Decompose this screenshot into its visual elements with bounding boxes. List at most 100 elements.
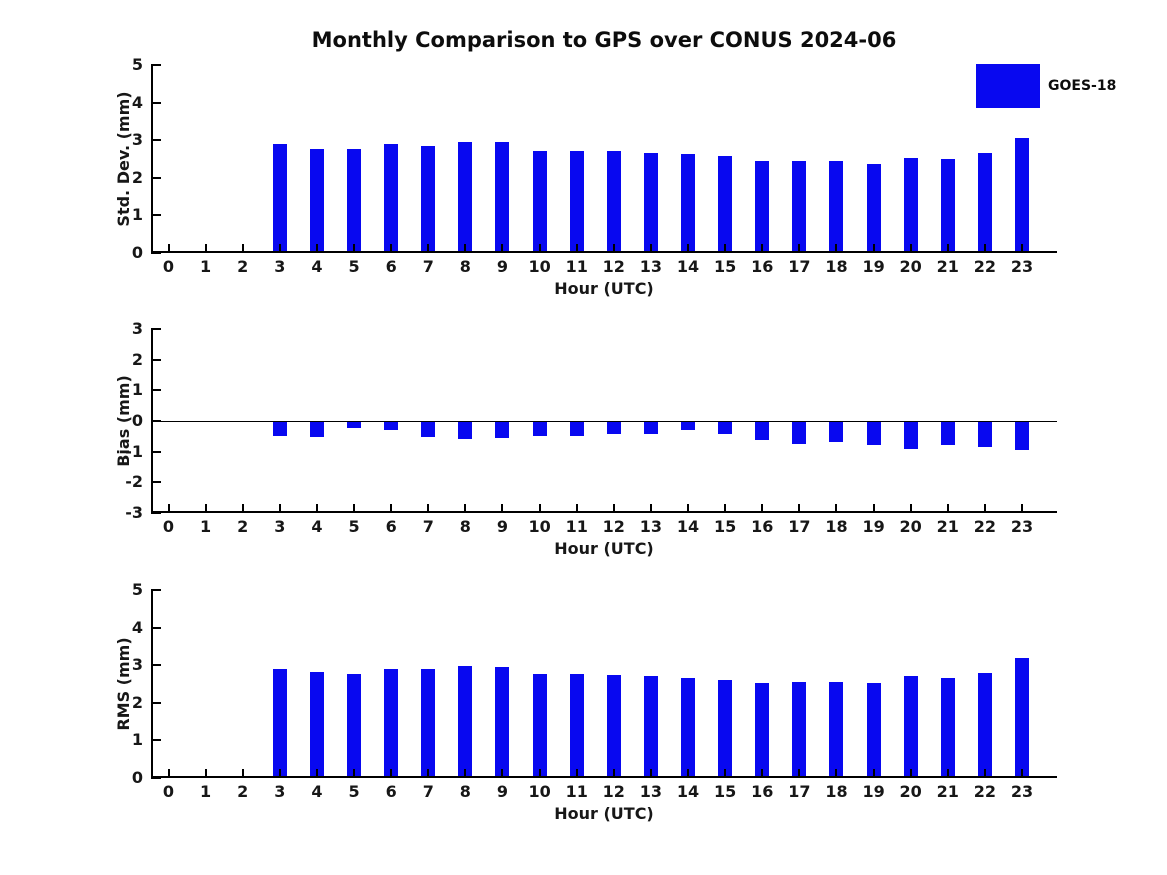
x-tick (649, 504, 652, 513)
x-tick (427, 244, 430, 253)
x-tick (390, 504, 393, 513)
y-tick-label: -1 (125, 441, 143, 461)
x-tick (649, 244, 652, 253)
x-tick-label: 9 (496, 517, 509, 536)
x-tick (167, 504, 170, 513)
bar-hour-10 (532, 421, 547, 436)
x-tick-label: 12 (602, 517, 625, 536)
x-tick (464, 244, 467, 253)
x-tick (761, 769, 764, 778)
bar-hour-19 (866, 683, 881, 778)
x-tick-label: 17 (788, 782, 811, 801)
bar-hour-8 (458, 665, 473, 778)
bar-hour-11 (569, 150, 584, 253)
y-tick-label: -2 (125, 472, 143, 492)
bar-hour-18 (829, 682, 844, 778)
x-tick-label: 22 (973, 517, 997, 536)
x-tick-label: 19 (862, 517, 885, 536)
x-tick-label: 1 (200, 257, 212, 276)
x-tick-label: 21 (936, 517, 959, 536)
y-tick (151, 777, 161, 779)
bar-hour-22 (977, 673, 992, 778)
x-tick-label: 5 (348, 257, 360, 276)
x-tick (761, 244, 764, 253)
bar-hour-18 (829, 161, 844, 253)
bar-hour-8 (458, 142, 473, 253)
y-tick (151, 512, 161, 514)
bar-hour-21 (940, 678, 955, 778)
x-tick (798, 769, 801, 778)
x-tick (835, 244, 838, 253)
x-tick-label: 17 (788, 517, 811, 536)
x-axis-label: Hour (UTC) (554, 539, 654, 558)
y-tick-label: 1 (131, 205, 143, 225)
bar-hour-17 (792, 682, 807, 778)
legend-label-goes-18: GOES-18 (1048, 78, 1117, 94)
y-axis-label: RMS (mm) (114, 637, 133, 731)
x-tick (538, 769, 541, 778)
x-tick-label: 22 (973, 782, 997, 801)
x-tick-label: 13 (639, 782, 663, 801)
x-tick (278, 504, 281, 513)
y-tick-label: 2 (131, 349, 143, 369)
x-tick-label: 9 (496, 782, 509, 801)
bar-hour-5 (347, 148, 362, 253)
x-tick-label: 19 (862, 782, 885, 801)
y-tick (151, 214, 161, 217)
x-tick-label: 22 (973, 257, 997, 276)
bar-hour-15 (718, 421, 733, 435)
bar-hour-14 (681, 421, 696, 430)
y-tick (151, 176, 161, 179)
bar-hour-4 (309, 672, 324, 778)
bar-hour-6 (384, 144, 399, 253)
y-axis-spine (151, 65, 153, 253)
bar-hour-10 (532, 150, 547, 253)
x-tick (241, 504, 244, 513)
y-tick-label: 0 (131, 411, 143, 430)
bar-hour-9 (495, 142, 510, 253)
x-tick-label: 18 (825, 257, 848, 276)
x-tick (315, 244, 318, 253)
x-tick (909, 244, 912, 253)
x-tick (353, 244, 356, 253)
bar-hour-9 (495, 666, 510, 778)
x-tick-label: 2 (237, 782, 249, 801)
x-tick (687, 244, 690, 253)
bar-hour-6 (384, 421, 399, 431)
bar-hour-11 (569, 421, 584, 436)
y-tick (151, 328, 161, 330)
rms-chart: 0 1 2 3 4 5 0 1 2 3 4 5 6 7 8 9 10 11 12 13 14 15 16 17 18 19 20 21… (114, 580, 1057, 823)
y-tick (151, 589, 161, 591)
x-tick-label: 16 (751, 782, 774, 801)
x-tick (983, 504, 986, 513)
x-tick-label: 4 (311, 257, 323, 276)
bar-hour-7 (421, 421, 436, 438)
x-tick (983, 244, 986, 253)
bar-hour-22 (977, 152, 992, 253)
bar-hour-16 (755, 683, 770, 778)
x-tick (946, 244, 949, 253)
y-axis-label: Std. Dev. (mm) (114, 91, 133, 227)
x-tick-label: 17 (788, 257, 811, 276)
y-tick (151, 389, 161, 392)
x-tick-label: 14 (676, 782, 700, 801)
x-tick (390, 244, 393, 253)
x-tick-label: 21 (936, 782, 959, 801)
chart-title: Monthly Comparison to GPS over CONUS 202… (311, 28, 897, 52)
x-tick-label: 9 (496, 257, 509, 276)
y-tick (151, 420, 161, 422)
x-tick (724, 244, 727, 253)
bar-hour-11 (569, 673, 584, 778)
x-tick-label: 6 (385, 782, 397, 801)
bar-hour-9 (495, 421, 510, 438)
x-tick-label: 12 (602, 782, 625, 801)
x-tick-label: 8 (459, 257, 471, 276)
x-tick-label: 4 (311, 782, 323, 801)
x-tick (649, 769, 652, 778)
bar-hour-12 (606, 674, 621, 778)
bar-hour-22 (977, 421, 992, 447)
bar-hour-7 (421, 668, 436, 778)
bar-hour-18 (829, 421, 844, 442)
x-tick-label: 14 (676, 517, 700, 536)
